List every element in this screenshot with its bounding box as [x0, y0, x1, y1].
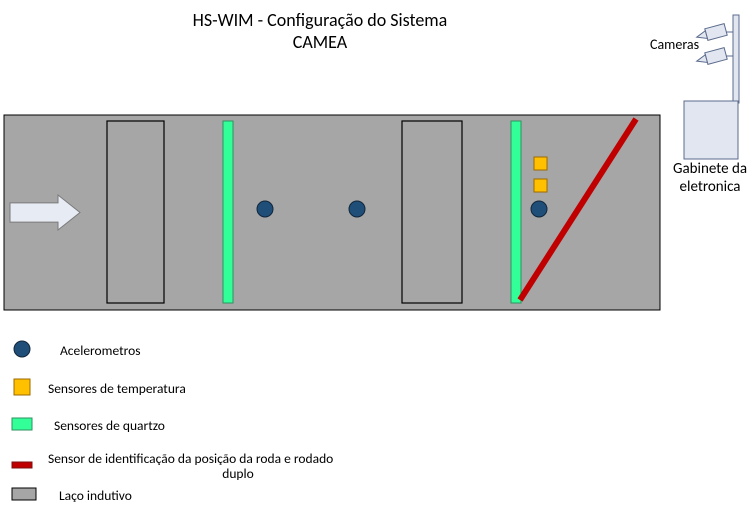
- legend-item: Acelerometros: [10, 340, 141, 362]
- legend-label: Acelerometros: [60, 344, 141, 359]
- legend-label: Sensores de temperatura: [48, 382, 186, 397]
- legend-item: Sensores de temperatura: [10, 378, 186, 400]
- legend-item: Sensor de identificação da posição da ro…: [10, 452, 428, 482]
- legend-label: Laço indutivo: [59, 489, 132, 504]
- legend-label: Sensor de identificação da posição da ro…: [48, 452, 428, 482]
- accelerometer-icon: [10, 340, 34, 362]
- temperature-icon: [10, 378, 34, 400]
- diagram-stage: [0, 0, 752, 325]
- inductive-loop-icon: [10, 485, 38, 507]
- legend-item: Sensores de quartzo: [10, 415, 165, 437]
- cabinet-label: Gabinete daeletronica: [673, 160, 747, 196]
- legend-label: Sensores de quartzo: [54, 419, 165, 434]
- quartz-icon: [10, 415, 34, 437]
- wheel-sensor-icon: [10, 456, 34, 478]
- legend-item: Laço indutivo: [10, 485, 132, 507]
- cameras-label: Cameras: [650, 36, 699, 53]
